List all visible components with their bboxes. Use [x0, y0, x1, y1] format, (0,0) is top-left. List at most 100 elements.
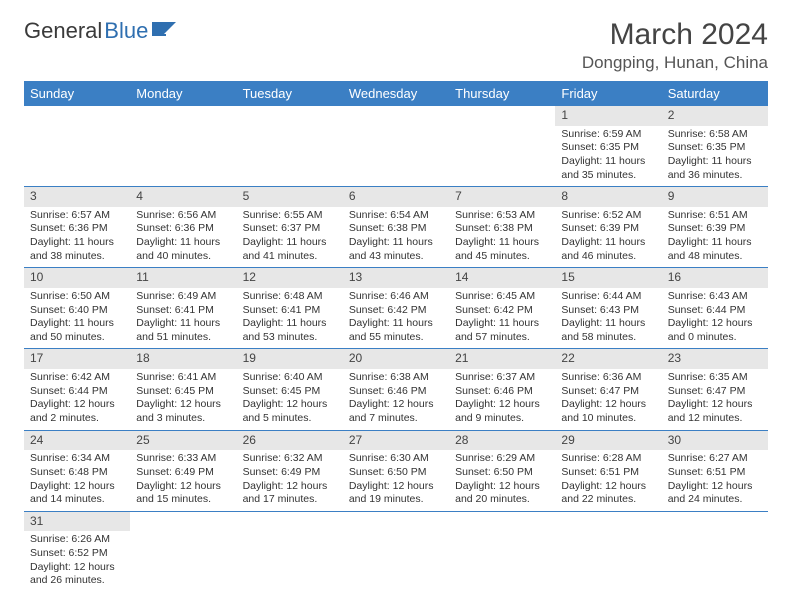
sunrise-text: Sunrise: 6:30 AM	[349, 452, 443, 466]
sunrise-text: Sunrise: 6:52 AM	[561, 209, 655, 223]
daylight-text: Daylight: 12 hours and 12 minutes.	[668, 398, 762, 425]
calendar-row: 10Sunrise: 6:50 AMSunset: 6:40 PMDayligh…	[24, 268, 768, 349]
daylight-text: Daylight: 12 hours and 22 minutes.	[561, 480, 655, 507]
daylight-text: Daylight: 12 hours and 15 minutes.	[136, 480, 230, 507]
day-number: 17	[24, 349, 130, 369]
day-number: 23	[662, 349, 768, 369]
day-number: 7	[449, 187, 555, 207]
day-number: 19	[237, 349, 343, 369]
sunset-text: Sunset: 6:47 PM	[668, 385, 762, 399]
daylight-text: Daylight: 11 hours and 38 minutes.	[30, 236, 124, 263]
sunrise-text: Sunrise: 6:33 AM	[136, 452, 230, 466]
day-content: Sunrise: 6:30 AMSunset: 6:50 PMDaylight:…	[343, 450, 449, 511]
sunset-text: Sunset: 6:41 PM	[243, 304, 337, 318]
daylight-text: Daylight: 12 hours and 17 minutes.	[243, 480, 337, 507]
calendar-cell: 28Sunrise: 6:29 AMSunset: 6:50 PMDayligh…	[449, 430, 555, 511]
calendar-cell: 23 Sunrise: 6:35 AMSunset: 6:47 PMDayligh…	[662, 349, 768, 430]
calendar-cell: 6Sunrise: 6:54 AMSunset: 6:38 PMDaylight…	[343, 187, 449, 268]
calendar-cell	[24, 106, 130, 187]
daylight-text: Daylight: 11 hours and 41 minutes.	[243, 236, 337, 263]
calendar-cell: 19Sunrise: 6:40 AMSunset: 6:45 PMDayligh…	[237, 349, 343, 430]
sunset-text: Sunset: 6:44 PM	[668, 304, 762, 318]
day-number: 14	[449, 268, 555, 288]
location: Dongping, Hunan, China	[582, 53, 768, 73]
logo: GeneralBlue	[24, 18, 178, 44]
day-number-bar	[24, 106, 130, 126]
weekday-header: Wednesday	[343, 81, 449, 106]
day-content: Sunrise: 6:52 AMSunset: 6:39 PMDaylight:…	[555, 207, 661, 268]
daylight-text: Daylight: 12 hours and 7 minutes.	[349, 398, 443, 425]
sunrise-text: Sunrise: 6:50 AM	[30, 290, 124, 304]
daylight-text: Daylight: 12 hours and 20 minutes.	[455, 480, 549, 507]
sunrise-text: Sunrise: 6:59 AM	[561, 128, 655, 142]
sunrise-text: Sunrise: 6:54 AM	[349, 209, 443, 223]
day-number: 29	[555, 431, 661, 451]
calendar-row: 17Sunrise: 6:42 AMSunset: 6:44 PMDayligh…	[24, 349, 768, 430]
daylight-text: Daylight: 11 hours and 50 minutes.	[30, 317, 124, 344]
sunrise-text: Sunrise: 6:57 AM	[30, 209, 124, 223]
sunrise-text: Sunrise: 6:35 AM	[668, 371, 762, 385]
calendar-cell: 13Sunrise: 6:46 AMSunset: 6:42 PMDayligh…	[343, 268, 449, 349]
day-number: 18	[130, 349, 236, 369]
sunrise-text: Sunrise: 6:29 AM	[455, 452, 549, 466]
day-content: Sunrise: 6:57 AMSunset: 6:36 PMDaylight:…	[24, 207, 130, 268]
daylight-text: Daylight: 12 hours and 19 minutes.	[349, 480, 443, 507]
day-content: Sunrise: 6:42 AMSunset: 6:44 PMDaylight:…	[24, 369, 130, 430]
calendar-table: Sunday Monday Tuesday Wednesday Thursday…	[24, 81, 768, 592]
calendar-cell: 18Sunrise: 6:41 AMSunset: 6:45 PMDayligh…	[130, 349, 236, 430]
sunrise-text: Sunrise: 6:27 AM	[668, 452, 762, 466]
day-content: Sunrise: 6:34 AMSunset: 6:48 PMDaylight:…	[24, 450, 130, 511]
daylight-text: Daylight: 12 hours and 5 minutes.	[243, 398, 337, 425]
day-number-bar	[449, 106, 555, 126]
calendar-cell: 7Sunrise: 6:53 AMSunset: 6:38 PMDaylight…	[449, 187, 555, 268]
calendar-cell	[343, 511, 449, 592]
calendar-cell: 29Sunrise: 6:28 AMSunset: 6:51 PMDayligh…	[555, 430, 661, 511]
day-number: 10	[24, 268, 130, 288]
calendar-row: 3Sunrise: 6:57 AMSunset: 6:36 PMDaylight…	[24, 187, 768, 268]
daylight-text: Daylight: 11 hours and 40 minutes.	[136, 236, 230, 263]
daylight-text: Daylight: 12 hours and 0 minutes.	[668, 317, 762, 344]
weekday-header-row: Sunday Monday Tuesday Wednesday Thursday…	[24, 81, 768, 106]
sunset-text: Sunset: 6:38 PM	[455, 222, 549, 236]
day-number: 15	[555, 268, 661, 288]
calendar-cell: 21Sunrise: 6:37 AMSunset: 6:46 PMDayligh…	[449, 349, 555, 430]
sunrise-text: Sunrise: 6:37 AM	[455, 371, 549, 385]
day-content: Sunrise: 6:51 AMSunset: 6:39 PMDaylight:…	[662, 207, 768, 268]
calendar-cell: 14Sunrise: 6:45 AMSunset: 6:42 PMDayligh…	[449, 268, 555, 349]
day-content: Sunrise: 6:56 AMSunset: 6:36 PMDaylight:…	[130, 207, 236, 268]
calendar-cell: 12Sunrise: 6:48 AMSunset: 6:41 PMDayligh…	[237, 268, 343, 349]
sunset-text: Sunset: 6:39 PM	[668, 222, 762, 236]
sunrise-text: Sunrise: 6:58 AM	[668, 128, 762, 142]
sunset-text: Sunset: 6:48 PM	[30, 466, 124, 480]
day-number: 28	[449, 431, 555, 451]
daylight-text: Daylight: 11 hours and 53 minutes.	[243, 317, 337, 344]
sunset-text: Sunset: 6:41 PM	[136, 304, 230, 318]
calendar-cell: 31Sunrise: 6:26 AMSunset: 6:52 PMDayligh…	[24, 511, 130, 592]
calendar-cell: 2Sunrise: 6:58 AMSunset: 6:35 PMDaylight…	[662, 106, 768, 187]
sunrise-text: Sunrise: 6:49 AM	[136, 290, 230, 304]
sunset-text: Sunset: 6:43 PM	[561, 304, 655, 318]
day-number-bar	[343, 106, 449, 126]
sunrise-text: Sunrise: 6:46 AM	[349, 290, 443, 304]
calendar-body: 1Sunrise: 6:59 AMSunset: 6:35 PMDaylight…	[24, 106, 768, 592]
calendar-cell	[130, 106, 236, 187]
day-number: 1	[555, 106, 661, 126]
day-content: Sunrise: 6:55 AMSunset: 6:37 PMDaylight:…	[237, 207, 343, 268]
calendar-cell: 16 Sunrise: 6:43 AMSunset: 6:44 PMDayligh…	[662, 268, 768, 349]
day-number: 2	[662, 106, 768, 126]
daylight-text: Daylight: 12 hours and 3 minutes.	[136, 398, 230, 425]
day-number: 16	[662, 268, 768, 288]
sunrise-text: Sunrise: 6:36 AM	[561, 371, 655, 385]
calendar-cell: 10Sunrise: 6:50 AMSunset: 6:40 PMDayligh…	[24, 268, 130, 349]
sunrise-text: Sunrise: 6:43 AM	[668, 290, 762, 304]
sunrise-text: Sunrise: 6:51 AM	[668, 209, 762, 223]
day-number-bar	[237, 512, 343, 532]
sunset-text: Sunset: 6:42 PM	[455, 304, 549, 318]
calendar-cell	[555, 511, 661, 592]
daylight-text: Daylight: 11 hours and 55 minutes.	[349, 317, 443, 344]
sunrise-text: Sunrise: 6:32 AM	[243, 452, 337, 466]
daylight-text: Daylight: 11 hours and 45 minutes.	[455, 236, 549, 263]
day-content: Sunrise: 6:50 AMSunset: 6:40 PMDaylight:…	[24, 288, 130, 349]
sunset-text: Sunset: 6:50 PM	[349, 466, 443, 480]
sunset-text: Sunset: 6:49 PM	[136, 466, 230, 480]
